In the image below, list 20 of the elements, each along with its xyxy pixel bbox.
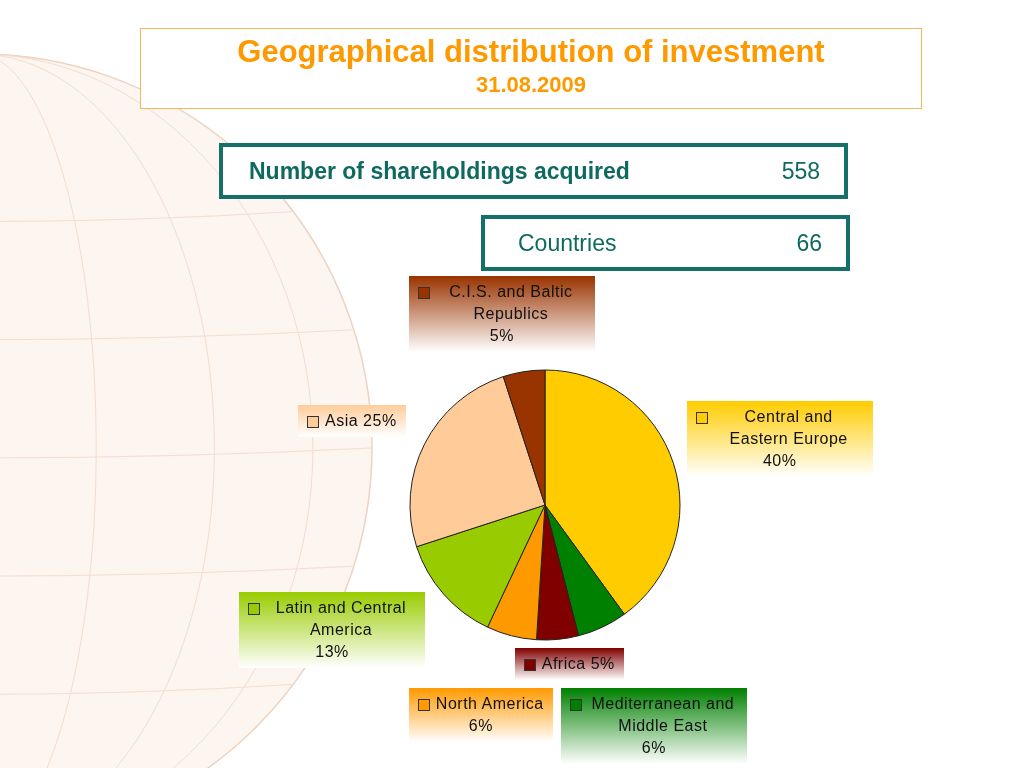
chart-title: Geographical distribution of investment (237, 34, 825, 69)
text: 558 (781, 157, 820, 185)
legend-label: North America (435, 693, 544, 714)
legend-label: C.I.S. and Baltic Republics (448, 282, 574, 324)
data-label: 6% (641, 739, 666, 756)
legend-label: Mediterranean and Middle East (590, 694, 736, 736)
data-label: 6% (468, 716, 493, 734)
text: Countries (518, 229, 617, 257)
data-label: 5% (590, 653, 615, 674)
legend-label: Latin and Central America (274, 597, 408, 640)
data-label: 40% (762, 452, 797, 470)
chart-subtitle: 31.08.2009 (475, 72, 587, 97)
legend-label: Asia (324, 411, 359, 432)
data-label: 13% (315, 642, 349, 660)
data-label: 5% (489, 327, 514, 344)
data-label: 25% (363, 411, 397, 432)
text: Number of shareholdings acquired (249, 157, 630, 185)
legend-label: Africa (541, 653, 586, 674)
legend-label: Central and Eastern Europe (728, 407, 849, 450)
text: 66 (796, 229, 822, 257)
